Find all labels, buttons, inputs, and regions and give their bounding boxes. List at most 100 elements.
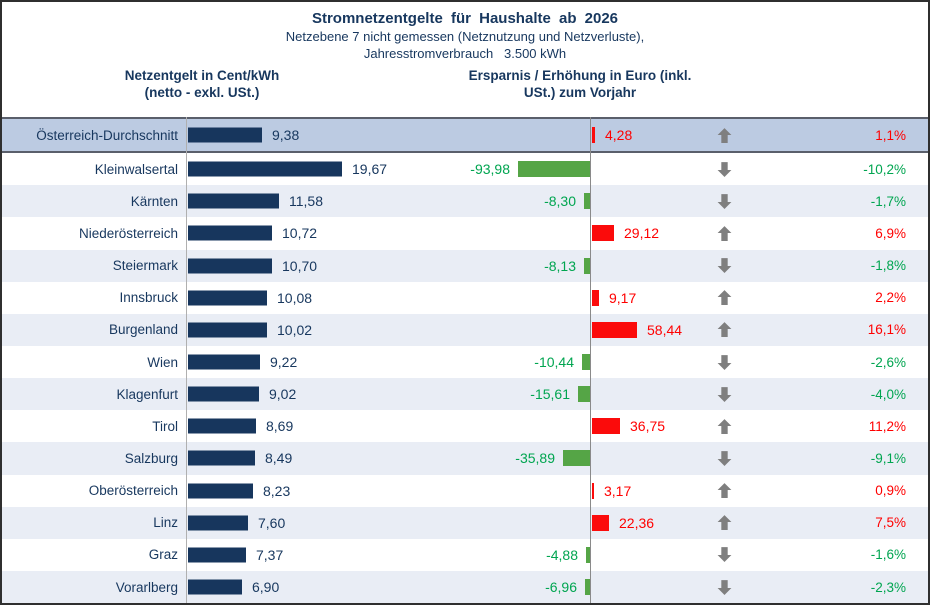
netzentgelt-value: 10,70 <box>282 257 318 274</box>
netzentgelt-value: 6,90 <box>252 579 280 596</box>
netzentgelt-bar <box>188 127 262 143</box>
netzentgelt-value: 11,58 <box>289 193 323 210</box>
chart-row: Innsbruck 10,08 9,17 2,2% <box>2 282 928 314</box>
netzentgelt-value: 10,02 <box>277 321 313 338</box>
right-axis-header-line1: Ersparnis / Erhöhung in Euro (inkl. <box>468 68 692 83</box>
ersparnis-value: -4,88 <box>546 546 578 563</box>
ersparnis-bar <box>586 546 590 563</box>
netzentgelt-bar <box>188 322 267 338</box>
chart-row: Kleinwalsertal 19,67 -93,98 -10,2% <box>2 153 928 185</box>
erhoehung-value: 4,28 <box>605 127 633 144</box>
netzentgelt-bar <box>188 354 260 370</box>
percent-change: -10,2% <box>863 161 906 177</box>
right-axis-header: Ersparnis / Erhöhung in Euro (inkl. USt.… <box>420 68 740 102</box>
arrow-down-icon <box>702 442 746 474</box>
ersparnis-value: -8,30 <box>544 193 576 210</box>
chart-subtitle-line1: Netzebene 7 nicht gemessen (Netznutzung … <box>285 29 645 44</box>
left-chart-axis-line <box>186 117 187 603</box>
chart-row: Wien 9,22 -10,44 -2,6% <box>2 346 928 378</box>
chart-header: Stromnetzentgelte für Haushalte ab 2026 … <box>2 2 928 117</box>
netzentgelt-bar <box>188 515 248 531</box>
arrow-down-icon <box>702 571 746 603</box>
region-label: Tirol <box>152 418 178 434</box>
region-label: Klagenfurt <box>116 386 178 402</box>
region-label: Niederösterreich <box>78 225 178 241</box>
netzentgelt-bar <box>188 225 272 241</box>
region-label: Kärnten <box>130 193 178 209</box>
arrow-up-icon <box>702 282 746 314</box>
arrow-up-icon <box>702 475 746 507</box>
region-label: Salzburg <box>124 450 178 466</box>
ersparnis-value: -6,96 <box>545 579 577 596</box>
netzentgelt-bar <box>188 483 253 499</box>
percent-change: -1,7% <box>870 193 906 209</box>
chart-row: Burgenland 10,02 58,44 16,1% <box>2 313 928 346</box>
netzentgelt-bar <box>188 386 259 402</box>
chart-row: Niederösterreich 10,72 29,12 6,9% <box>2 217 928 249</box>
percent-change: -4,0% <box>870 386 906 402</box>
netzentgelt-value: 8,49 <box>265 450 293 467</box>
percent-change: -1,8% <box>870 258 906 274</box>
chart-row: Steiermark 10,70 -8,13 -1,8% <box>2 249 928 282</box>
ersparnis-bar <box>584 257 590 274</box>
netzentgelt-value: 9,38 <box>272 127 300 144</box>
netzentgelt-value: 8,23 <box>263 482 291 499</box>
netzentgelt-bar <box>188 290 267 306</box>
ersparnis-bar <box>518 161 590 178</box>
region-label: Burgenland <box>108 322 178 338</box>
percent-change: 1,1% <box>875 127 906 143</box>
chart-row: Graz 7,37 -4,88 -1,6% <box>2 539 928 571</box>
ersparnis-value: -10,44 <box>534 354 574 371</box>
chart-title: Stromnetzentgelte für Haushalte ab 2026 <box>311 10 619 27</box>
chart-row: Oberösterreich 8,23 3,17 0,9% <box>2 475 928 507</box>
arrow-up-icon <box>702 217 746 249</box>
percent-change: 11,2% <box>868 418 906 434</box>
region-label: Linz <box>153 515 178 531</box>
region-label: Wien <box>147 354 178 370</box>
arrow-up-icon <box>702 119 746 151</box>
percent-change: 7,5% <box>875 515 906 531</box>
netzentgelt-bar <box>188 450 255 466</box>
left-axis-header: Netzentgelt in Cent/kWh (netto - exkl. U… <box>52 68 352 102</box>
percent-change: 0,9% <box>875 483 906 499</box>
erhoehung-value: 29,12 <box>624 225 660 242</box>
netzentgelt-bar <box>188 579 242 595</box>
erhoehung-value: 3,17 <box>604 482 632 499</box>
region-label: Österreich-Durchschnitt <box>36 127 178 143</box>
percent-change: -9,1% <box>870 450 906 466</box>
netzentgelt-value: 7,37 <box>256 546 284 563</box>
chart-row: Tirol 8,69 36,75 11,2% <box>2 410 928 442</box>
region-label: Vorarlberg <box>115 579 178 595</box>
erhoehung-bar <box>592 418 620 435</box>
percent-change: -2,3% <box>870 579 906 595</box>
netzentgelt-bar <box>188 547 246 563</box>
erhoehung-value: 58,44 <box>647 321 683 338</box>
left-axis-header-line2: (netto - exkl. USt.) <box>144 84 260 100</box>
percent-change: 16,1% <box>867 322 906 338</box>
ersparnis-bar <box>585 579 590 596</box>
left-axis-header-line1: Netzentgelt in Cent/kWh <box>124 68 280 83</box>
arrow-up-icon <box>702 410 746 442</box>
netzentgelt-value: 7,60 <box>258 514 286 531</box>
erhoehung-bar <box>592 482 594 499</box>
ersparnis-value: -15,61 <box>530 386 570 403</box>
erhoehung-value: 9,17 <box>609 289 637 306</box>
region-label: Innsbruck <box>119 290 178 306</box>
arrow-down-icon <box>702 378 746 410</box>
arrow-down-icon <box>702 153 746 185</box>
arrow-up-icon <box>702 507 746 539</box>
erhoehung-bar <box>592 514 609 531</box>
percent-change: 6,9% <box>875 225 906 241</box>
ersparnis-value: -93,98 <box>470 161 510 178</box>
arrow-down-icon <box>702 185 746 217</box>
netzentgelt-bar <box>188 258 272 274</box>
erhoehung-bar <box>592 289 599 306</box>
ersparnis-bar <box>578 386 590 403</box>
netzentgelt-bar <box>188 418 256 434</box>
erhoehung-bar <box>592 321 637 338</box>
chart-rows: Österreich-Durchschnitt 9,38 4,28 1,1% Klein… <box>2 117 928 603</box>
ersparnis-bar <box>563 450 590 467</box>
chart-subtitle-line2: Jahresstromverbrauch 3.500 kWh <box>363 46 567 61</box>
erhoehung-value: 22,36 <box>619 514 655 531</box>
